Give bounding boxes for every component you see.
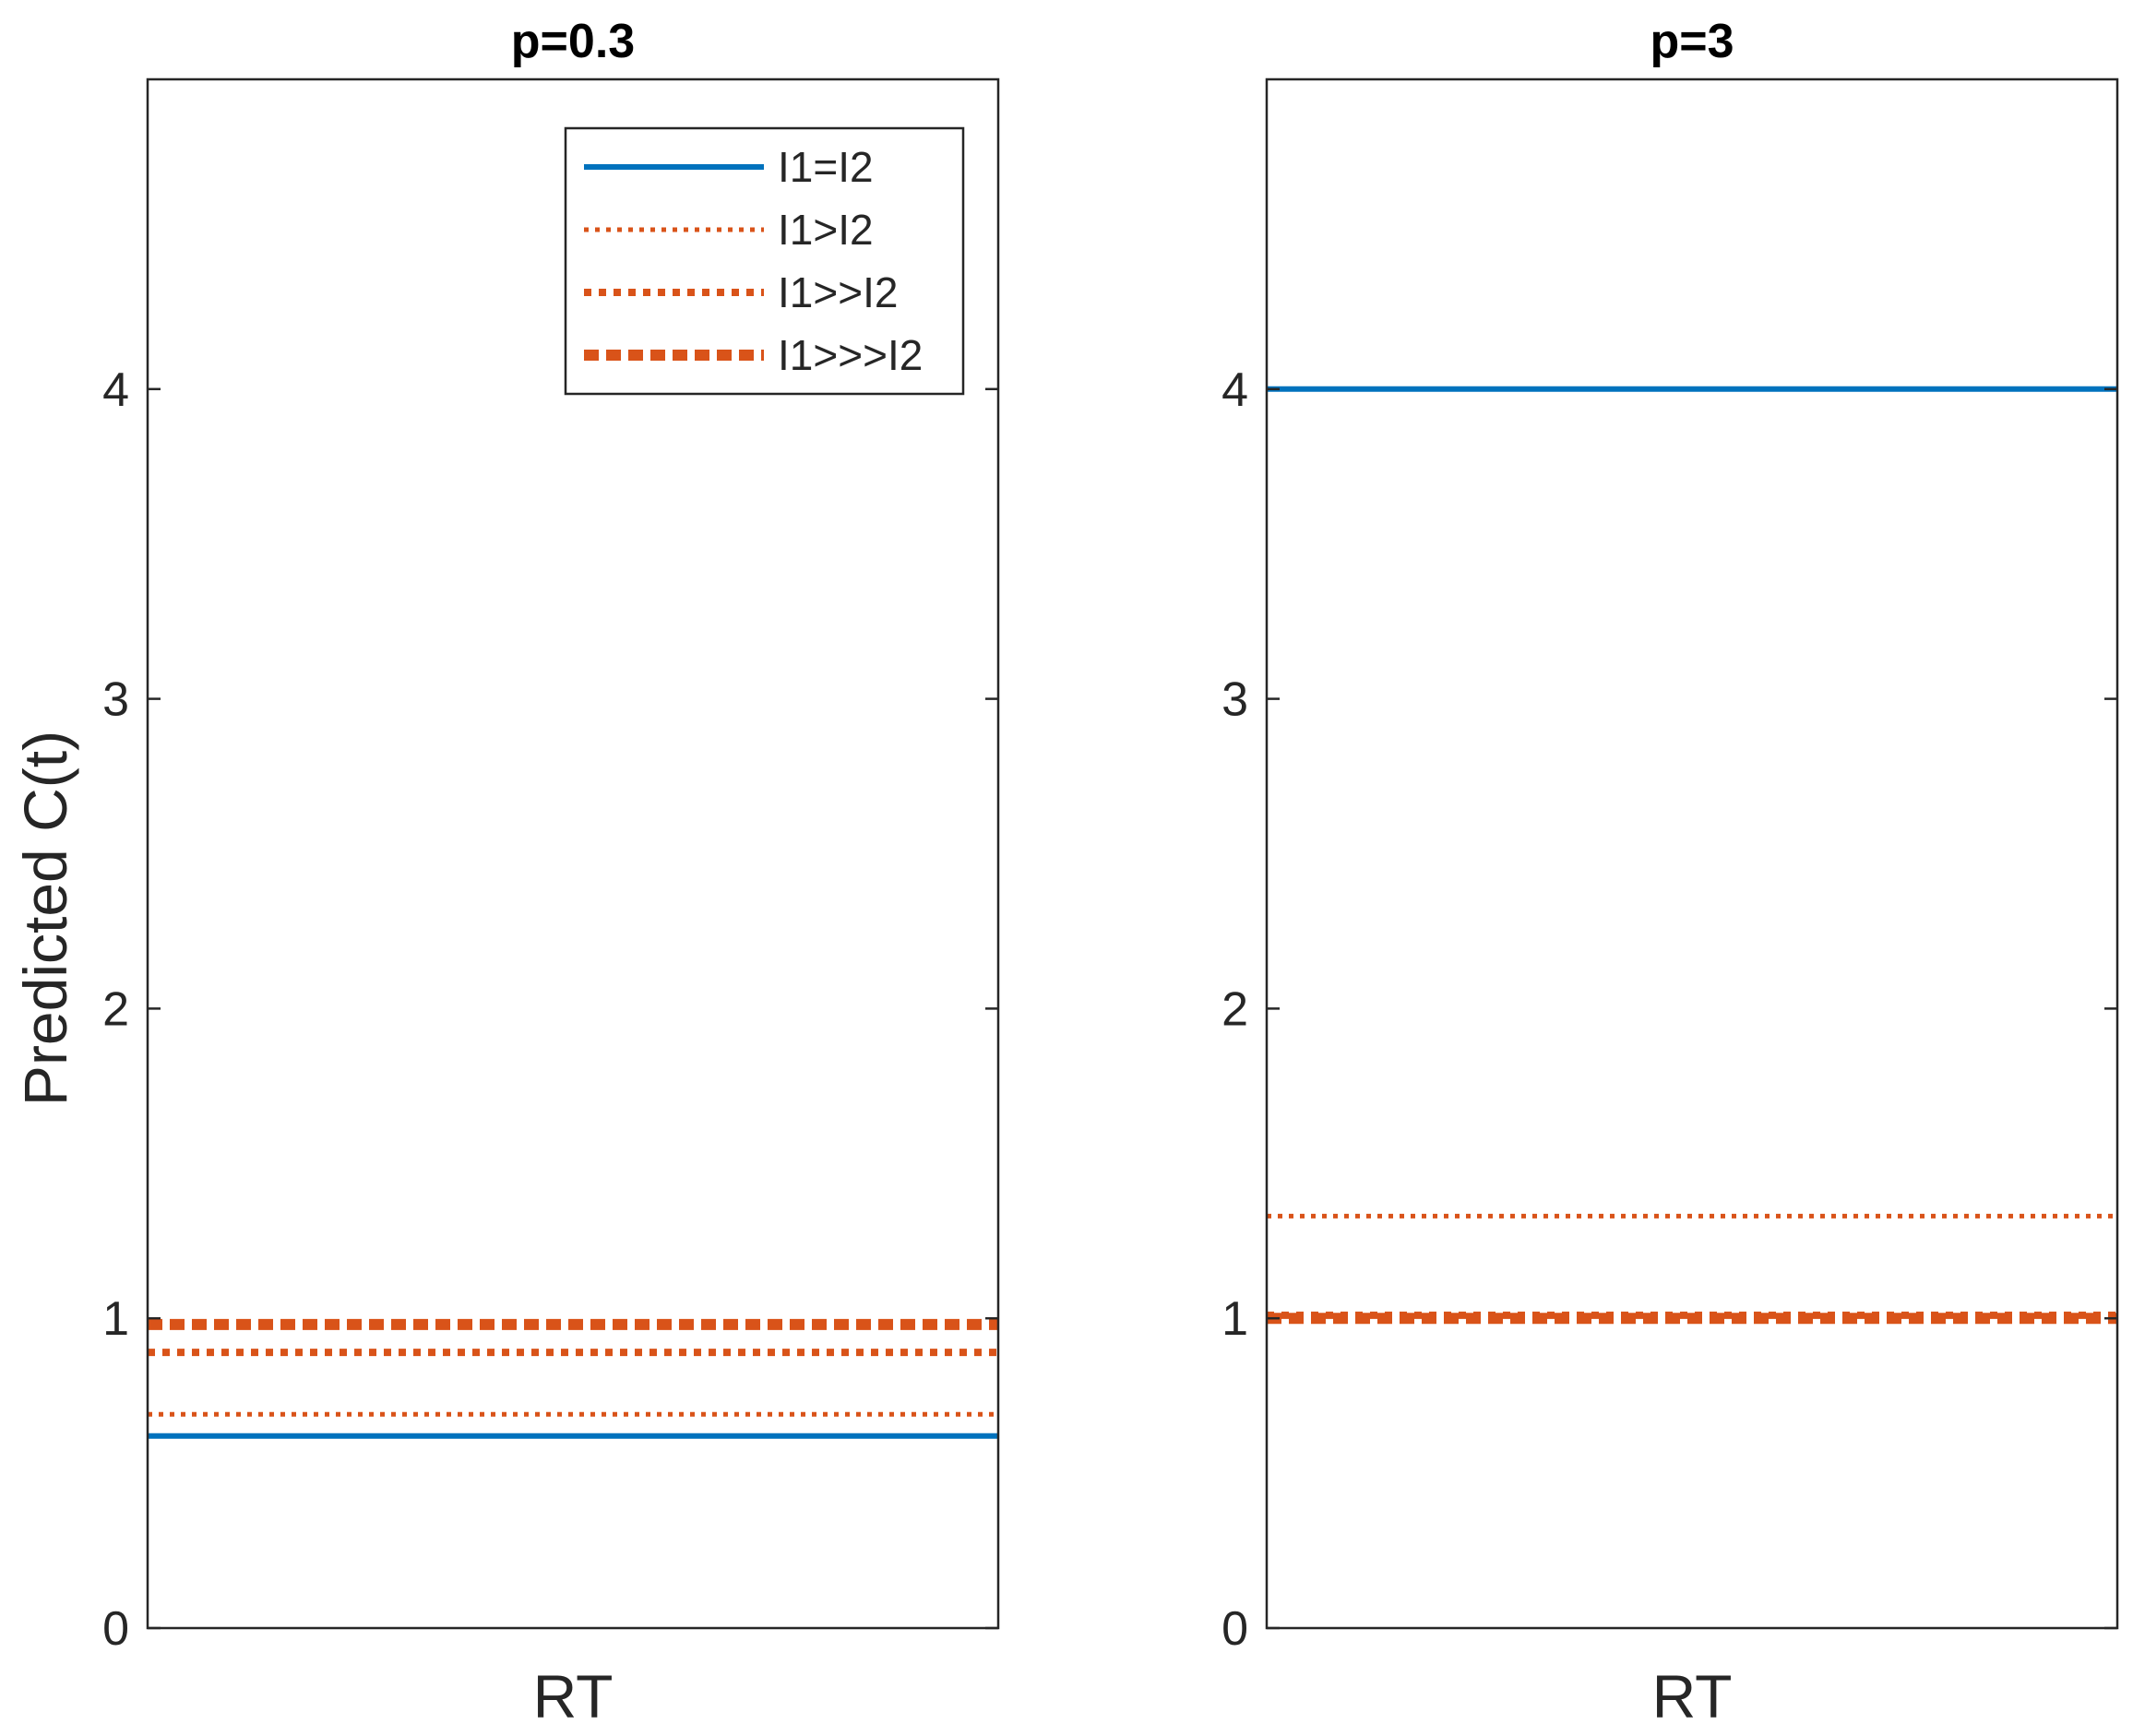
y-tick-label: 1	[102, 1292, 129, 1346]
legend-entry-label: I1=I2	[778, 143, 874, 191]
panel-title: p=3	[1650, 15, 1734, 68]
y-tick-label: 0	[1221, 1602, 1248, 1656]
y-tick-label: 4	[102, 363, 129, 417]
y-tick-label: 3	[102, 673, 129, 727]
y-axis-label: Predicted C(t)	[11, 731, 79, 1106]
legend-entry-label: I1>>>I2	[778, 331, 923, 379]
panel-title: p=0.3	[511, 15, 635, 68]
y-tick-label: 0	[102, 1602, 129, 1656]
y-tick-label: 2	[1221, 982, 1248, 1036]
y-tick-label: 2	[102, 982, 129, 1036]
x-axis-label: RT	[1652, 1662, 1733, 1730]
axes-frame	[146, 77, 1000, 1630]
legend: I1=I2 I1>I2 I1>>I2 I1>>>I2	[564, 126, 965, 396]
y-tick-label: 4	[1221, 363, 1248, 417]
y-tick-label: 3	[1221, 673, 1248, 727]
chart-panel-2: 0 1 2 3 4 p=3 RT	[1221, 15, 2119, 1730]
chart-panel-1: 0 1 2 3 4 p=0.3 RT Predicted C(t) I1=I2 I1>I2 I1>>…	[11, 15, 1000, 1730]
axes-frame	[1265, 77, 2119, 1630]
y-tick-label: 1	[1221, 1292, 1248, 1346]
legend-entry-label: I1>>I2	[778, 268, 898, 316]
x-axis-label: RT	[533, 1662, 614, 1730]
legend-entry-label: I1>I2	[778, 206, 874, 254]
